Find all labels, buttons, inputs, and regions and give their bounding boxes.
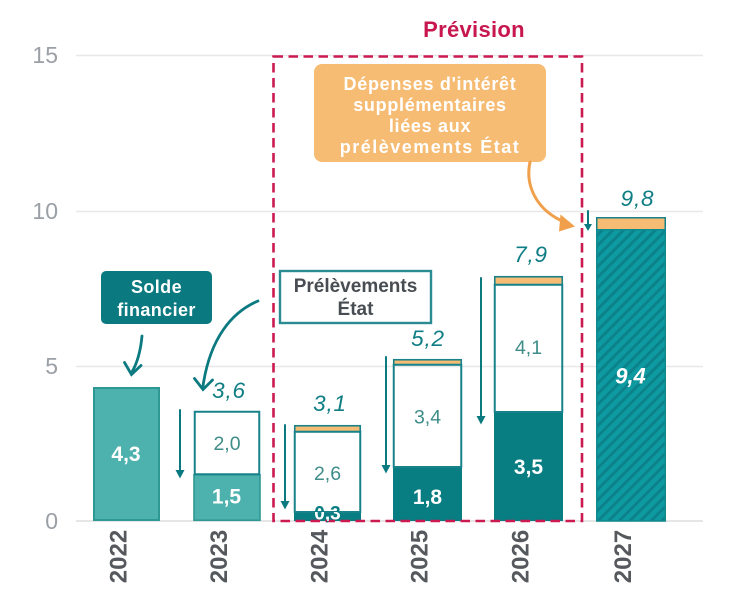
- svg-text:Solde: Solde: [131, 277, 182, 297]
- svg-text:4,3: 4,3: [111, 443, 140, 466]
- svg-text:9,4: 9,4: [615, 364, 646, 389]
- svg-text:2025: 2025: [407, 530, 434, 583]
- svg-text:2027: 2027: [610, 530, 637, 583]
- svg-text:État: État: [338, 298, 375, 320]
- svg-text:1,8: 1,8: [413, 486, 443, 509]
- svg-text:5,2: 5,2: [411, 326, 445, 351]
- svg-text:9,8: 9,8: [621, 186, 655, 211]
- svg-text:0,3: 0,3: [314, 504, 340, 525]
- svg-text:Prélèvements: Prélèvements: [294, 276, 418, 297]
- svg-text:3,4: 3,4: [414, 407, 441, 429]
- svg-text:prélèvements État: prélèvements État: [340, 136, 521, 157]
- svg-text:15: 15: [32, 42, 58, 68]
- svg-text:liées aux: liées aux: [389, 116, 471, 136]
- svg-text:2023: 2023: [206, 530, 233, 583]
- svg-text:0: 0: [45, 508, 58, 534]
- svg-text:5: 5: [45, 353, 58, 379]
- svg-text:3,1: 3,1: [313, 391, 347, 416]
- svg-text:10: 10: [32, 198, 58, 224]
- svg-text:0,3: 0,3: [314, 504, 340, 525]
- svg-text:2026: 2026: [508, 530, 535, 583]
- svg-text:3,6: 3,6: [212, 378, 246, 403]
- svg-text:3,5: 3,5: [514, 456, 544, 479]
- svg-text:7,9: 7,9: [514, 242, 548, 267]
- svg-text:Dépenses d'intérêt: Dépenses d'intérêt: [344, 74, 517, 94]
- svg-text:2,6: 2,6: [314, 463, 341, 485]
- svg-text:2022: 2022: [106, 530, 133, 583]
- svg-text:4,1: 4,1: [515, 337, 542, 359]
- svg-text:financier: financier: [117, 300, 196, 320]
- svg-text:1,5: 1,5: [212, 486, 242, 509]
- svg-text:Prévision: Prévision: [423, 17, 525, 42]
- svg-text:2024: 2024: [307, 529, 334, 583]
- svg-text:supplémentaires: supplémentaires: [353, 95, 507, 115]
- svg-text:2,0: 2,0: [213, 433, 240, 455]
